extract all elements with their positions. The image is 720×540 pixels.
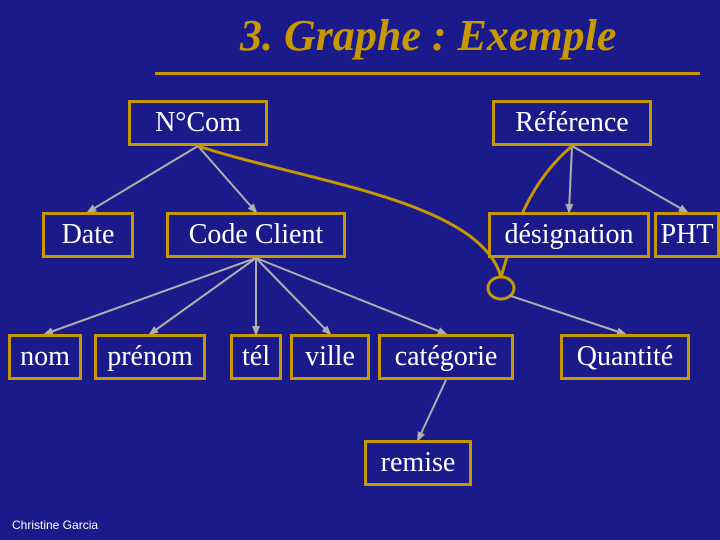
slide-background: [0, 0, 720, 540]
node-tel: tél: [230, 334, 282, 380]
node-ncom: N°Com: [128, 100, 268, 146]
node-codeclient: Code Client: [166, 212, 346, 258]
node-ville: ville: [290, 334, 370, 380]
node-prenom: prénom: [94, 334, 206, 380]
node-designation: désignation: [488, 212, 650, 258]
slide-title: 3. Graphe : Exemple: [240, 10, 616, 61]
node-remise: remise: [364, 440, 472, 486]
title-underline: [155, 72, 700, 75]
node-quantite: Quantité: [560, 334, 690, 380]
footer-author: Christine Garcia: [12, 518, 98, 532]
node-pht: PHT: [654, 212, 720, 258]
node-nom: nom: [8, 334, 82, 380]
node-date: Date: [42, 212, 134, 258]
node-reference: Référence: [492, 100, 652, 146]
node-categorie: catégorie: [378, 334, 514, 380]
